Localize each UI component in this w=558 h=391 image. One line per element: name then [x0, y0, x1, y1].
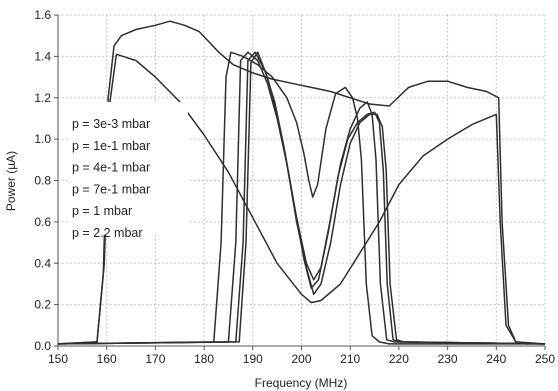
series-line-3: [57, 51, 545, 345]
y-tick-label: 0.0: [34, 339, 51, 353]
y-tick-label: 1.4: [34, 49, 51, 63]
series-line-5: [57, 51, 546, 345]
x-tick-label: 190: [243, 352, 263, 366]
x-tick-label: 150: [48, 352, 68, 366]
y-tick-label: 0.4: [34, 256, 51, 270]
y-axis-label: Power (µA): [4, 151, 18, 211]
series-line-1: [57, 20, 545, 345]
legend-entry: p = 2.2 mbar: [72, 226, 143, 240]
legend-entry: p = 3e-3 mbar: [72, 117, 150, 131]
x-tick-label: 250: [535, 352, 555, 366]
legend-entry: p = 1 mbar: [72, 204, 132, 218]
legend-entry: p = 1e-1 mbar: [72, 139, 150, 153]
legend: p = 3e-3 mbar p = 1e-1 mbar p = 4e-1 mbar p…: [68, 102, 188, 240]
y-tick-label: 0.2: [34, 298, 51, 312]
x-axis-label: Frequency (MHz): [255, 376, 348, 390]
x-tick-label: 240: [486, 352, 506, 366]
x-tick-label: 210: [340, 352, 360, 366]
y-tick-label: 1.6: [34, 8, 51, 22]
legend-background: [68, 102, 188, 235]
y-axis-ticks: 0.0 0.2 0.4 0.6 0.8 1.0 1.2 1.4 1.6: [34, 8, 58, 353]
series-line-2: [57, 53, 546, 345]
series-line-6: [57, 51, 546, 345]
y-tick-label: 1.0: [34, 132, 51, 146]
legend-entry: p = 4e-1 mbar: [72, 161, 150, 175]
series-line-4: [57, 51, 546, 345]
y-tick-label: 1.2: [34, 91, 51, 105]
x-tick-label: 180: [194, 352, 214, 366]
x-tick-label: 170: [145, 352, 165, 366]
legend-entry: p = 7e-1 mbar: [72, 182, 150, 196]
x-axis-ticks: 150 160 170 180 190 200 210 220 230 240 250: [48, 346, 555, 366]
x-tick-label: 220: [389, 352, 409, 366]
x-tick-label: 230: [438, 352, 458, 366]
data-series: [57, 20, 546, 345]
y-tick-label: 0.8: [34, 174, 51, 188]
x-tick-label: 200: [291, 352, 311, 366]
y-tick-label: 0.6: [34, 215, 51, 229]
x-tick-label: 160: [97, 352, 117, 366]
